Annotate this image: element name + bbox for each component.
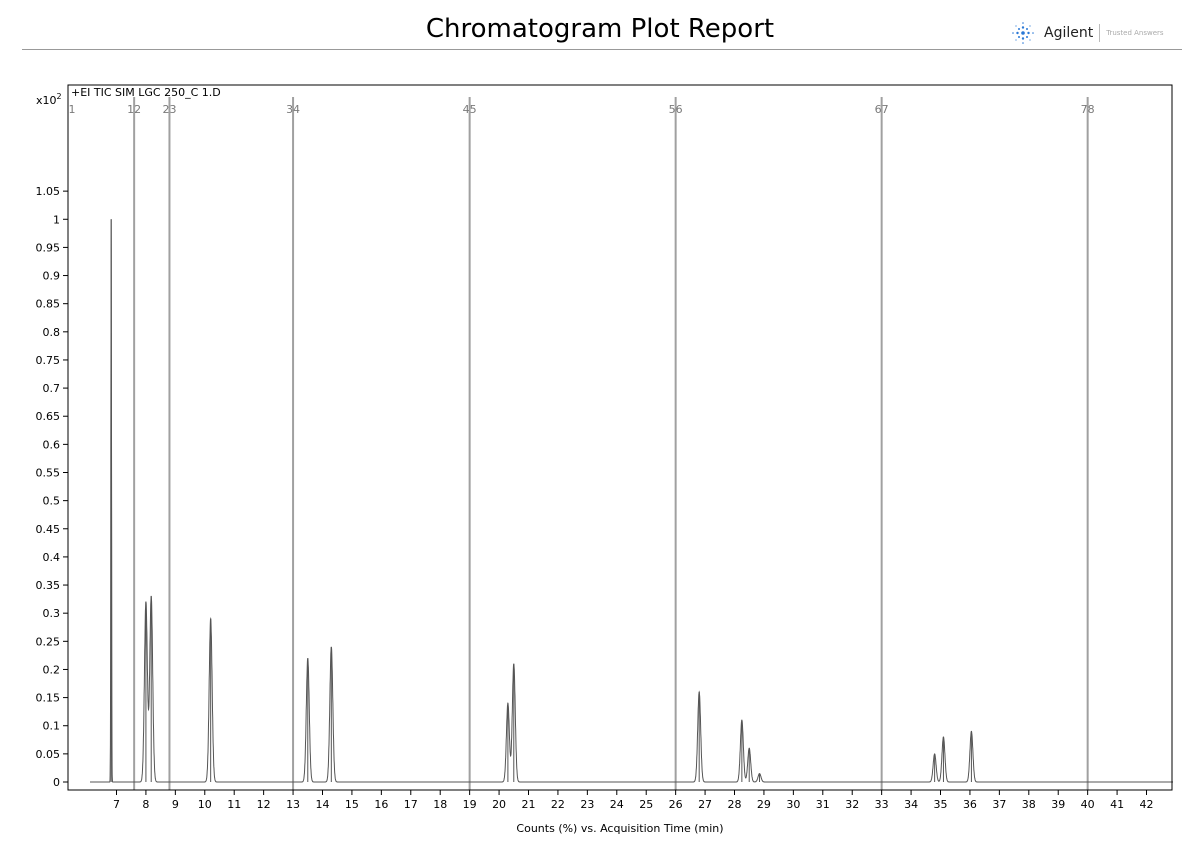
x-tick-label: 39 (1051, 798, 1065, 811)
x-tick-label: 31 (816, 798, 830, 811)
segment-marker-label: 67 (875, 103, 889, 116)
x-tick-label: 8 (142, 798, 149, 811)
x-tick-label: 28 (728, 798, 742, 811)
segment-marker-label: 45 (463, 103, 477, 116)
x-tick-label: 35 (934, 798, 948, 811)
x-tick-label: 27 (698, 798, 712, 811)
x-tick-label: 41 (1110, 798, 1124, 811)
x-tick-label: 21 (521, 798, 535, 811)
y-tick-label: 0.5 (43, 495, 61, 508)
title-divider (22, 49, 1182, 50)
y-tick-label: 0.95 (36, 241, 61, 254)
x-tick-label: 29 (757, 798, 771, 811)
x-tick-label: 16 (374, 798, 388, 811)
y-tick-label: 0.75 (36, 354, 61, 367)
x-tick-label: 20 (492, 798, 506, 811)
plot-frame (67, 84, 1173, 791)
x-tick-label: 25 (639, 798, 653, 811)
x-tick-label: 10 (198, 798, 212, 811)
y-axis-ticks: 0 0.05 0.1 0.15 0.2 0.25 0.3 0.35 0.4 0.45 0.5 0.55… (36, 185, 68, 789)
y-tick-label: 0.55 (36, 467, 61, 480)
y-axis-exponent: 2 (57, 92, 62, 101)
x-tick-label: 26 (669, 798, 683, 811)
brand-block: Agilent Trusted Answers (1010, 18, 1164, 48)
x-tick-label: 12 (257, 798, 271, 811)
y-axis-multiplier: x102 (36, 92, 62, 107)
brand-name: Agilent (1044, 25, 1094, 41)
x-tick-label: 23 (580, 798, 594, 811)
x-axis-ticks: 7 8 9 10 11 12 13 14 15 16 17 18 19 20 21 22 23 24 25 26 27 2… (113, 790, 1154, 811)
tic-trace (90, 219, 1173, 783)
y-tick-label: 0.3 (43, 607, 61, 620)
y-tick-label: 0.45 (36, 523, 61, 536)
x-tick-label: 24 (610, 798, 624, 811)
x-tick-label: 33 (875, 798, 889, 811)
y-tick-label: 0.4 (43, 551, 61, 564)
x-tick-label: 36 (963, 798, 977, 811)
x-tick-label: 17 (404, 798, 418, 811)
y-tick-label: 0.9 (43, 270, 61, 283)
x-tick-label: 40 (1081, 798, 1095, 811)
x-tick-label: 13 (286, 798, 300, 811)
y-tick-label: 0.8 (43, 326, 61, 339)
y-tick-label: 0.85 (36, 298, 61, 311)
x-tick-label: 11 (227, 798, 241, 811)
x-tick-label: 38 (1022, 798, 1036, 811)
segment-marker-label: 78 (1081, 103, 1095, 116)
trace-label: +EI TIC SIM LGC 250_C 1.D (71, 86, 221, 99)
x-tick-label: 7 (113, 798, 120, 811)
segment-marker-label: 1 (69, 103, 76, 116)
segment-marker-label: 34 (286, 103, 300, 116)
y-tick-label: 0.6 (43, 438, 61, 451)
segment-markers: 1 12 23 34 45 56 67 78 (69, 97, 1095, 790)
x-tick-label: 30 (786, 798, 800, 811)
x-tick-label: 18 (433, 798, 447, 811)
x-tick-label: 37 (992, 798, 1006, 811)
x-tick-label: 9 (172, 798, 179, 811)
x-tick-label: 42 (1140, 798, 1154, 811)
brand-separator (1099, 24, 1101, 42)
peak-marks (110, 219, 972, 782)
segment-marker-label: 12 (127, 103, 141, 116)
segment-marker-label: 23 (162, 103, 176, 116)
x-tick-label: 32 (845, 798, 859, 811)
y-tick-label: 1.05 (36, 185, 61, 198)
y-tick-label: 0.2 (43, 663, 61, 676)
x-axis-label: Counts (%) vs. Acquisition Time (min) (516, 822, 723, 835)
x-tick-label: 22 (551, 798, 565, 811)
y-tick-label: 0.7 (43, 382, 61, 395)
x-tick-label: 15 (345, 798, 359, 811)
y-tick-label: 0.25 (36, 635, 61, 648)
segment-marker-label: 56 (669, 103, 683, 116)
x-tick-label: 34 (904, 798, 918, 811)
brand-tagline: Trusted Answers (1106, 29, 1164, 37)
y-tick-label: 0.05 (36, 748, 61, 761)
y-tick-label: 0.1 (43, 720, 61, 733)
y-tick-label: 0.65 (36, 410, 61, 423)
x-tick-label: 19 (463, 798, 477, 811)
y-tick-label: 0.15 (36, 692, 61, 705)
y-tick-label: 0.35 (36, 579, 61, 592)
y-tick-label: 1 (53, 213, 60, 226)
x-tick-label: 14 (315, 798, 329, 811)
y-tick-label: 0 (53, 776, 60, 789)
report-title: Chromatogram Plot Report (425, 14, 775, 44)
agilent-spark-icon (1012, 22, 1034, 44)
